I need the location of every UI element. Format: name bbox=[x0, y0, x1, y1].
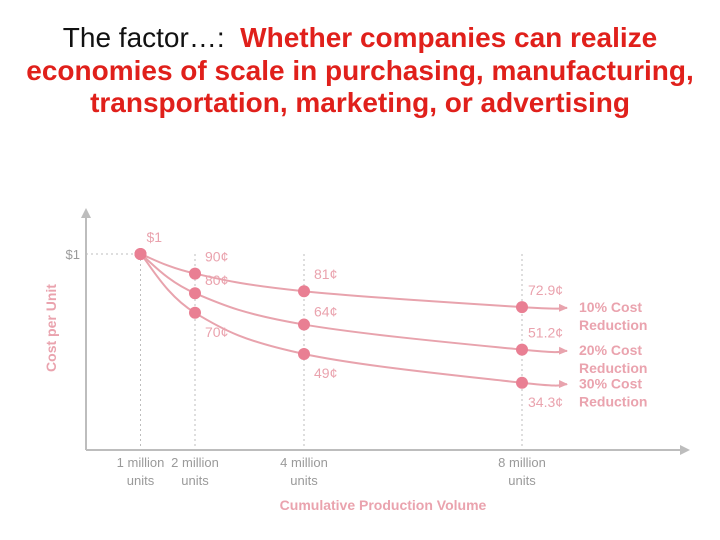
data-label: $1 bbox=[147, 229, 163, 245]
data-point bbox=[516, 301, 528, 314]
series-label: 20% Cost bbox=[579, 342, 642, 358]
data-label: 80¢ bbox=[205, 272, 228, 288]
series-line bbox=[139, 253, 568, 388]
series-label: Reduction bbox=[579, 393, 647, 409]
x-tick-label: units bbox=[127, 473, 155, 488]
x-tick-label: 8 million bbox=[498, 455, 546, 470]
x-tick-label: units bbox=[181, 473, 209, 488]
data-label: 70¢ bbox=[205, 324, 228, 340]
chart-labels: $1 90¢ 81¢ 72.9¢ 10% Cost Reduction 80¢ 64¢ 51.2… bbox=[147, 229, 648, 410]
chart-series bbox=[134, 248, 568, 389]
series-label: Reduction bbox=[579, 317, 647, 333]
x-axis-label: Cumulative Production Volume bbox=[280, 497, 487, 513]
y-tick-label: $1 bbox=[66, 247, 80, 262]
data-label: 64¢ bbox=[314, 304, 337, 320]
slide-title: The factor…: Whether companies can reali… bbox=[20, 22, 700, 120]
data-label: 34.3¢ bbox=[528, 394, 563, 410]
x-tick-label: 4 million bbox=[280, 455, 328, 470]
data-point bbox=[189, 267, 201, 280]
series-line bbox=[139, 253, 568, 355]
data-point bbox=[298, 347, 310, 360]
data-label: 51.2¢ bbox=[528, 325, 563, 341]
x-axis-arrow bbox=[680, 445, 690, 455]
x-tick-label: 2 million bbox=[171, 455, 219, 470]
data-point bbox=[134, 248, 147, 260]
slide-title-emphasis: Whether companies can realize economies … bbox=[26, 22, 694, 118]
x-tick-label: 1 million bbox=[117, 455, 165, 470]
x-tick-label: units bbox=[508, 473, 536, 488]
data-label: 81¢ bbox=[314, 266, 337, 282]
data-label: 90¢ bbox=[205, 249, 228, 265]
data-point bbox=[516, 376, 528, 389]
data-label: 49¢ bbox=[314, 365, 337, 381]
data-point bbox=[298, 318, 310, 331]
data-point bbox=[189, 306, 201, 319]
data-point bbox=[516, 343, 528, 356]
x-tick-label: units bbox=[290, 473, 318, 488]
series-label: 30% Cost bbox=[579, 375, 642, 391]
y-axis-arrow bbox=[81, 208, 91, 218]
y-axis-label: Cost per Unit bbox=[43, 284, 59, 372]
slide-title-lead: The factor…: bbox=[62, 22, 225, 53]
chart-axes: $1 1 million units 2 million units 4 million u… bbox=[66, 208, 690, 488]
data-label: 72.9¢ bbox=[528, 282, 563, 298]
data-point bbox=[298, 285, 310, 298]
data-point bbox=[189, 287, 201, 300]
series-label: 10% Cost bbox=[579, 299, 642, 315]
series-label: Reduction bbox=[579, 360, 647, 376]
